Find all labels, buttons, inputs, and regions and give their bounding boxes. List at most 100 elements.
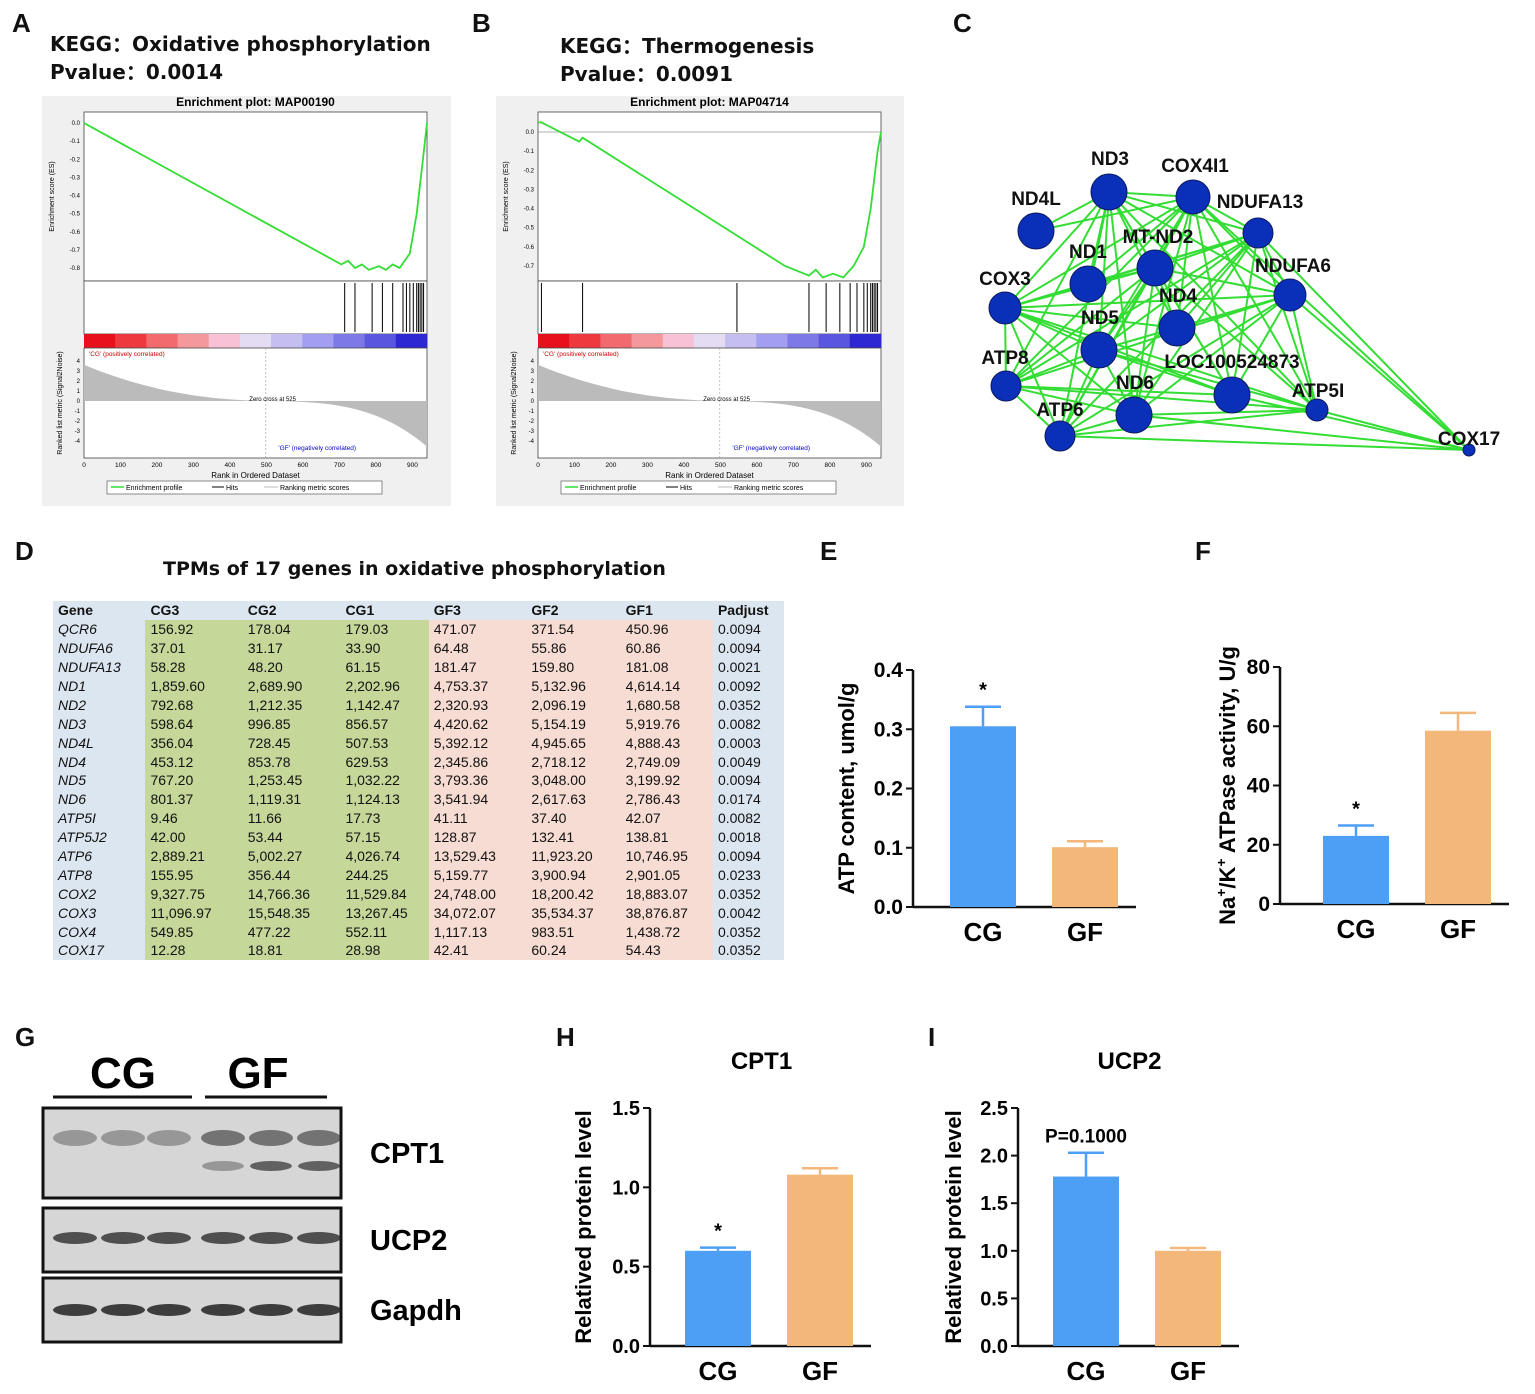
network-node — [1213, 376, 1251, 414]
gsea-svg-a: Enrichment plot: MAP00190 0.0 -0.1 -0.2 -0.3… — [49, 95, 428, 495]
table-cell: 179.03 — [340, 619, 429, 639]
x-tick-label: 300 — [642, 462, 653, 469]
network-edge — [1133, 414, 1470, 451]
x-axis-label: Rank in Ordered Dataset — [211, 471, 300, 480]
network-node — [988, 291, 1022, 325]
table-row: ND6 801.37 1,119.31 1,124.13 3,541.94 2,617.6… — [53, 789, 784, 809]
gene-cell: ATP6 — [53, 846, 146, 866]
table-header-cell: GF2 — [526, 601, 621, 620]
color-bar-segment — [146, 334, 179, 348]
network-node — [1305, 398, 1329, 422]
table-cell: 9,327.75 — [145, 884, 243, 904]
table-cell: 0.0094 — [712, 619, 784, 639]
table-cell: 38,876.87 — [620, 903, 713, 923]
network-edge — [1133, 232, 1259, 416]
blot-band — [53, 1304, 97, 1316]
x-tick-label: CG — [1067, 1356, 1106, 1386]
network-edge — [1154, 267, 1318, 411]
network-node — [990, 370, 1022, 402]
table-cell: 10,746.95 — [620, 846, 713, 866]
table-cell: 0.0352 — [712, 884, 784, 904]
table-cell: 159.80 — [526, 657, 621, 677]
gene-cell: COX4 — [53, 922, 146, 942]
bar-gf — [1425, 730, 1491, 904]
table-cell: 0.0174 — [712, 789, 784, 809]
color-bar-segment — [756, 334, 788, 348]
table-cell: 31.17 — [242, 638, 341, 658]
color-bar-segment — [693, 334, 726, 348]
blot-box-cpt1 — [41, 1106, 343, 1200]
network-node-label: ATP5I — [1292, 381, 1344, 402]
table-cell: 477.22 — [242, 922, 341, 942]
x-tick-label: 0 — [82, 462, 86, 469]
table-cell: 2,202.96 — [340, 676, 429, 696]
table-cell: 2,786.43 — [620, 789, 713, 809]
y-tick-label: 1.5 — [980, 1193, 1008, 1215]
rank-tick-label: 0 — [77, 399, 81, 405]
x-tick-label: 0 — [536, 462, 540, 469]
rank-tick-label: 4 — [531, 359, 535, 365]
blot-band — [298, 1161, 340, 1171]
ranked-area — [538, 364, 881, 447]
table-cell: 1,124.13 — [340, 789, 429, 809]
table-row: NDUFA13 58.28 48.20 61.15 181.47 159.80 181.08… — [53, 657, 784, 677]
zero-cross-label: Zero cross at 525 — [703, 397, 750, 403]
zero-cross-label: Zero cross at 525 — [249, 397, 296, 403]
rank-axis-label: Ranked list metric (Signal2Noise) — [511, 351, 518, 454]
gene-cell: ND6 — [53, 789, 146, 809]
network-edge — [1004, 307, 1061, 437]
network-node-label: NDUFA13 — [1217, 192, 1304, 213]
table-cell: 11,529.84 — [340, 884, 429, 904]
bar-gf — [787, 1174, 853, 1346]
legend-hits-label: Hits — [226, 485, 239, 492]
table-cell: 61.15 — [340, 657, 429, 677]
table-cell: 9.46 — [145, 808, 243, 828]
network-edge — [1192, 196, 1318, 411]
gf-label: 'GF' (negatively correlated) — [732, 445, 810, 452]
table-cell: 0.0042 — [712, 903, 784, 923]
network-node-label: ATP8 — [981, 348, 1028, 369]
band-label-gapdh: Gapdh — [370, 1295, 462, 1327]
es-tick-label: -0.7 — [524, 264, 535, 270]
network-node — [1090, 173, 1128, 211]
network-edge — [1289, 294, 1318, 411]
x-tick-label: 200 — [152, 462, 163, 469]
table-cell: 4,614.14 — [620, 676, 713, 696]
y-tick-label: 80 — [1247, 656, 1270, 679]
table-cell: 12.28 — [145, 941, 243, 960]
panel-label-d: D — [15, 536, 34, 566]
table-cell: 53.44 — [242, 827, 341, 847]
gsea-title: Enrichment plot: MAP00190 — [176, 96, 335, 109]
gene-cell: COX17 — [53, 941, 146, 960]
blot-band — [101, 1304, 145, 1316]
table-cell: 5,919.76 — [620, 714, 713, 734]
table-cell: 14,766.36 — [242, 884, 341, 904]
network-edge — [1231, 394, 1470, 451]
table-cell: 356.04 — [145, 733, 243, 753]
network-node — [1462, 443, 1476, 457]
table-cell: 17.73 — [340, 808, 429, 828]
table-header-cell: GF1 — [620, 601, 713, 620]
es-axis-label: Enrichment score (ES) — [49, 161, 56, 231]
table-header-cell: CG3 — [145, 601, 243, 620]
table-cell: 0.0352 — [712, 695, 784, 715]
table-cell: 0.0352 — [712, 922, 784, 942]
es-curve — [83, 122, 428, 271]
table-cell: 356.44 — [242, 865, 341, 885]
x-tick-label: 400 — [225, 462, 236, 469]
blot-band — [201, 1130, 245, 1146]
table-cell: 1,119.31 — [242, 789, 341, 809]
color-bar-segment — [239, 334, 272, 348]
network-edge — [1176, 196, 1194, 329]
table-cell: 28.98 — [340, 941, 429, 960]
table-row: ATP8 155.95 356.44 244.25 5,159.77 3,900.94 2,… — [53, 865, 784, 885]
table-cell: 0.0082 — [712, 714, 784, 734]
network-edge — [1059, 435, 1470, 451]
bar-cg — [950, 726, 1016, 907]
table-cell: 4,753.37 — [428, 676, 527, 696]
y-tick-label: 0.1 — [874, 837, 904, 860]
table-cell: 5,002.27 — [242, 846, 341, 866]
network-node-label: LOC100524873 — [1164, 352, 1299, 373]
table-cell: 33.90 — [340, 638, 429, 658]
network-edge — [1004, 307, 1318, 411]
